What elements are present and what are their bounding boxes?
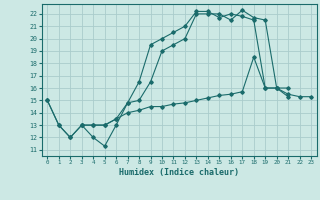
X-axis label: Humidex (Indice chaleur): Humidex (Indice chaleur) bbox=[119, 168, 239, 177]
